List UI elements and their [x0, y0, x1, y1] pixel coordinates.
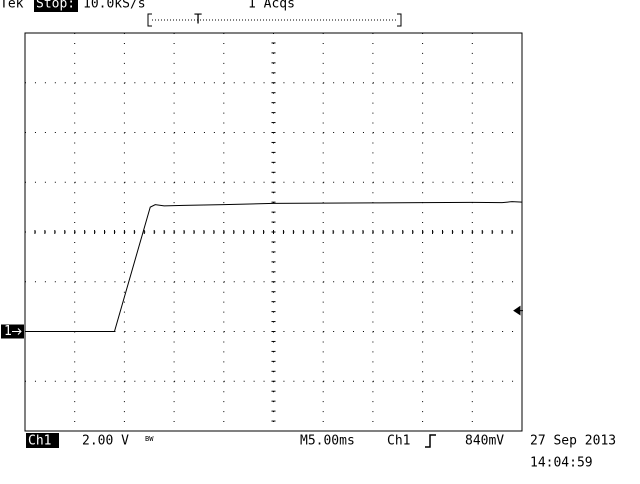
volts-per-div: 2.00 V	[82, 434, 129, 449]
sample-rate: 10.0kS/s	[83, 0, 146, 12]
channel-marker: 1	[4, 324, 12, 339]
acquisitions: 1 Acqs	[248, 0, 295, 12]
brand: Tek	[0, 0, 24, 12]
acq-state: Stop:	[36, 0, 75, 12]
date: 27 Sep 2013	[530, 434, 616, 449]
state-box	[34, 0, 78, 12]
record-bracket	[147, 13, 402, 27]
channel-box	[26, 433, 59, 448]
timebase: M5.00ms	[300, 434, 355, 449]
waveform	[25, 201, 523, 332]
time: 14:04:59	[530, 456, 593, 471]
channel-marker-arrow	[12, 328, 22, 335]
trigger-level-marker	[513, 305, 523, 316]
trigger-slope	[425, 434, 436, 448]
trigger-level-label: 840mV	[465, 434, 504, 449]
trigger-source: Ch1	[387, 434, 410, 449]
channel-label: Ch1	[28, 434, 51, 449]
bandwidth-limit: BW	[145, 435, 154, 443]
trigger-position: T	[194, 13, 202, 28]
